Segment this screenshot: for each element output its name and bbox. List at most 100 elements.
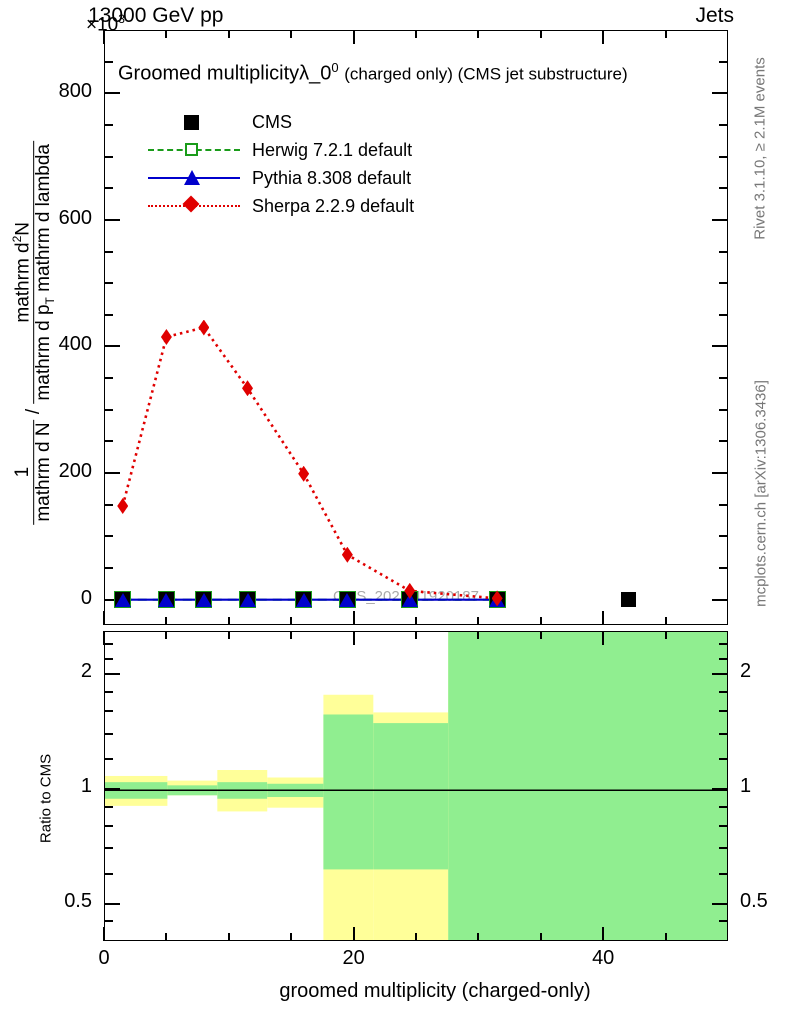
tick-mark [227,631,230,639]
tick-mark [539,617,542,625]
tick-mark [719,710,728,713]
tick-mark [227,933,230,941]
data-point-sherpa [404,582,416,599]
tick-mark [539,631,542,639]
legend-key-herwig [148,139,240,161]
tick-mark [719,643,728,646]
main-series-layer [121,326,498,601]
tick-mark [104,805,113,808]
tick-mark [227,30,230,38]
tick-mark [712,472,728,475]
filled-square-icon [184,115,199,130]
x-tick-label: 0 [98,947,110,969]
legend-item-sherpa[interactable]: Sherpa 2.2.9 default [148,192,414,220]
tick-mark [104,598,120,601]
tick-mark [227,617,230,625]
tick-mark [664,631,667,639]
tick-mark [290,617,293,625]
tick-mark [712,92,728,95]
tick-mark [477,617,480,625]
tick-mark [719,847,728,850]
tick-mark [165,30,168,38]
tick-mark [719,758,728,761]
legend-label-pythia: Pythia 8.308 default [252,167,412,188]
tick-mark [104,847,113,850]
series-line-sherpa [121,326,498,600]
tick-mark [719,440,728,443]
tick-mark [719,535,728,538]
plot-title: Groomed multiplicityλ_00 (charged only) … [118,60,628,85]
ratio-y-tick-label: 2 [80,660,92,683]
tick-mark [104,872,113,875]
tick-mark [719,920,728,923]
tick-mark [415,631,417,639]
tick-mark [104,408,113,411]
rivet-version-note: Rivet 3.1.10, ≥ 2.1M events [751,57,769,240]
data-point-pythia [114,592,131,607]
legend-item-pythia[interactable]: Pythia 8.308 default [148,164,414,192]
tick-mark [104,903,120,906]
tick-mark [104,282,113,285]
tick-mark [719,408,728,411]
legend-label-sherpa: Sherpa 2.2.9 default [252,195,415,216]
tick-mark [719,805,728,808]
tick-mark [352,631,355,645]
main-y-tick-label: 600 [58,206,92,229]
tick-mark [477,933,480,941]
ratio-plot-panel [104,631,728,941]
data-point-pythia [295,592,312,607]
tick-mark [104,155,113,158]
tick-mark [719,313,728,316]
tick-mark [104,440,113,443]
legend-label-cms: CMS [252,111,292,132]
tick-mark [415,933,417,941]
tick-mark [719,503,728,506]
tick-mark [104,250,113,253]
legend: CMS Herwig 7.2.1 default Pythia 8.308 de… [148,108,414,220]
tick-mark [290,30,293,38]
tick-mark [719,825,728,828]
tick-mark [104,825,113,828]
tick-mark [415,30,417,38]
tick-mark [104,187,113,190]
tick-mark [104,60,113,63]
data-point-cms [620,592,636,608]
tick-mark [104,657,113,660]
tick-mark [104,218,120,221]
tick-mark [602,611,605,625]
legend-key-sherpa [148,195,240,217]
legend-key-pythia [148,167,240,189]
main-y-tick-label: 800 [58,80,92,103]
main-y-tick-label: 200 [58,460,92,483]
data-point-sherpa [198,319,210,336]
tick-mark [104,690,113,693]
legend-item-herwig[interactable]: Herwig 7.2.1 default [148,136,414,164]
data-point-sherpa [491,590,503,607]
tick-mark [719,282,728,285]
tick-mark [104,643,113,646]
open-square-icon [185,143,198,156]
tick-mark [664,617,667,625]
data-point-sherpa [298,465,310,482]
tick-mark [415,617,417,625]
tick-mark [602,30,605,44]
tick-mark [104,758,113,761]
tick-mark [352,927,355,941]
tick-mark [477,631,480,639]
tick-mark [352,30,355,44]
tick-mark [712,788,728,791]
beam-energy-label: 13000 GeV pp [88,4,224,27]
data-point-pythia [195,592,212,607]
tick-mark [104,732,113,735]
tick-mark [104,92,120,95]
ratio-y-tick-label-right: 2 [740,660,752,683]
tick-mark [104,313,113,316]
data-point-pythia [339,592,356,607]
tick-mark [477,30,480,38]
ratio-y-tick-label: 1 [80,775,92,798]
legend-item-cms[interactable]: CMS [148,108,414,136]
main-y-tick-label: 0 [80,586,92,609]
ratio-inner-band [323,714,374,870]
main-y-tick-label: 400 [58,333,92,356]
mcplots-reference-note: mcplots.cern.ch [arXiv:1306.3436] [752,380,770,607]
